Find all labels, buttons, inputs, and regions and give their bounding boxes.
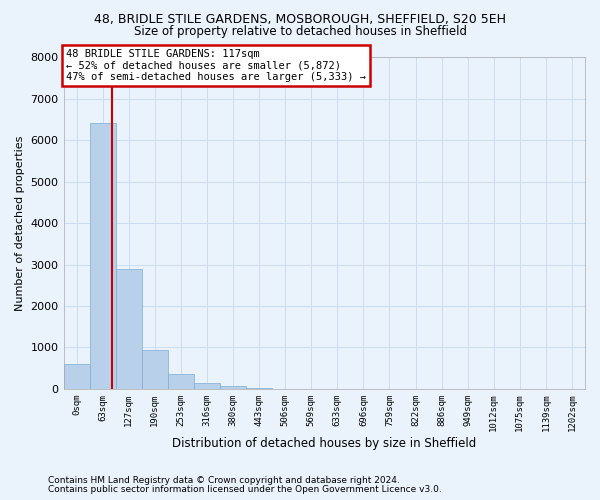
Text: Size of property relative to detached houses in Sheffield: Size of property relative to detached ho… (133, 25, 467, 38)
Bar (194, 382, 220, 389)
Text: 48 BRIDLE STILE GARDENS: 117sqm
← 52% of detached houses are smaller (5,872)
47%: 48 BRIDLE STILE GARDENS: 117sqm ← 52% of… (66, 49, 366, 82)
Text: Contains public sector information licensed under the Open Government Licence v3: Contains public sector information licen… (48, 485, 442, 494)
Text: Contains HM Land Registry data © Crown copyright and database right 2024.: Contains HM Land Registry data © Crown c… (48, 476, 400, 485)
Bar (220, 386, 246, 389)
X-axis label: Distribution of detached houses by size in Sheffield: Distribution of detached houses by size … (172, 437, 476, 450)
Bar (64, 364, 89, 389)
Bar (168, 374, 194, 389)
Bar (116, 268, 142, 389)
Bar (246, 388, 272, 389)
Text: 48, BRIDLE STILE GARDENS, MOSBOROUGH, SHEFFIELD, S20 5EH: 48, BRIDLE STILE GARDENS, MOSBOROUGH, SH… (94, 12, 506, 26)
Bar (142, 350, 168, 389)
Y-axis label: Number of detached properties: Number of detached properties (15, 136, 25, 310)
Bar (89, 124, 116, 389)
